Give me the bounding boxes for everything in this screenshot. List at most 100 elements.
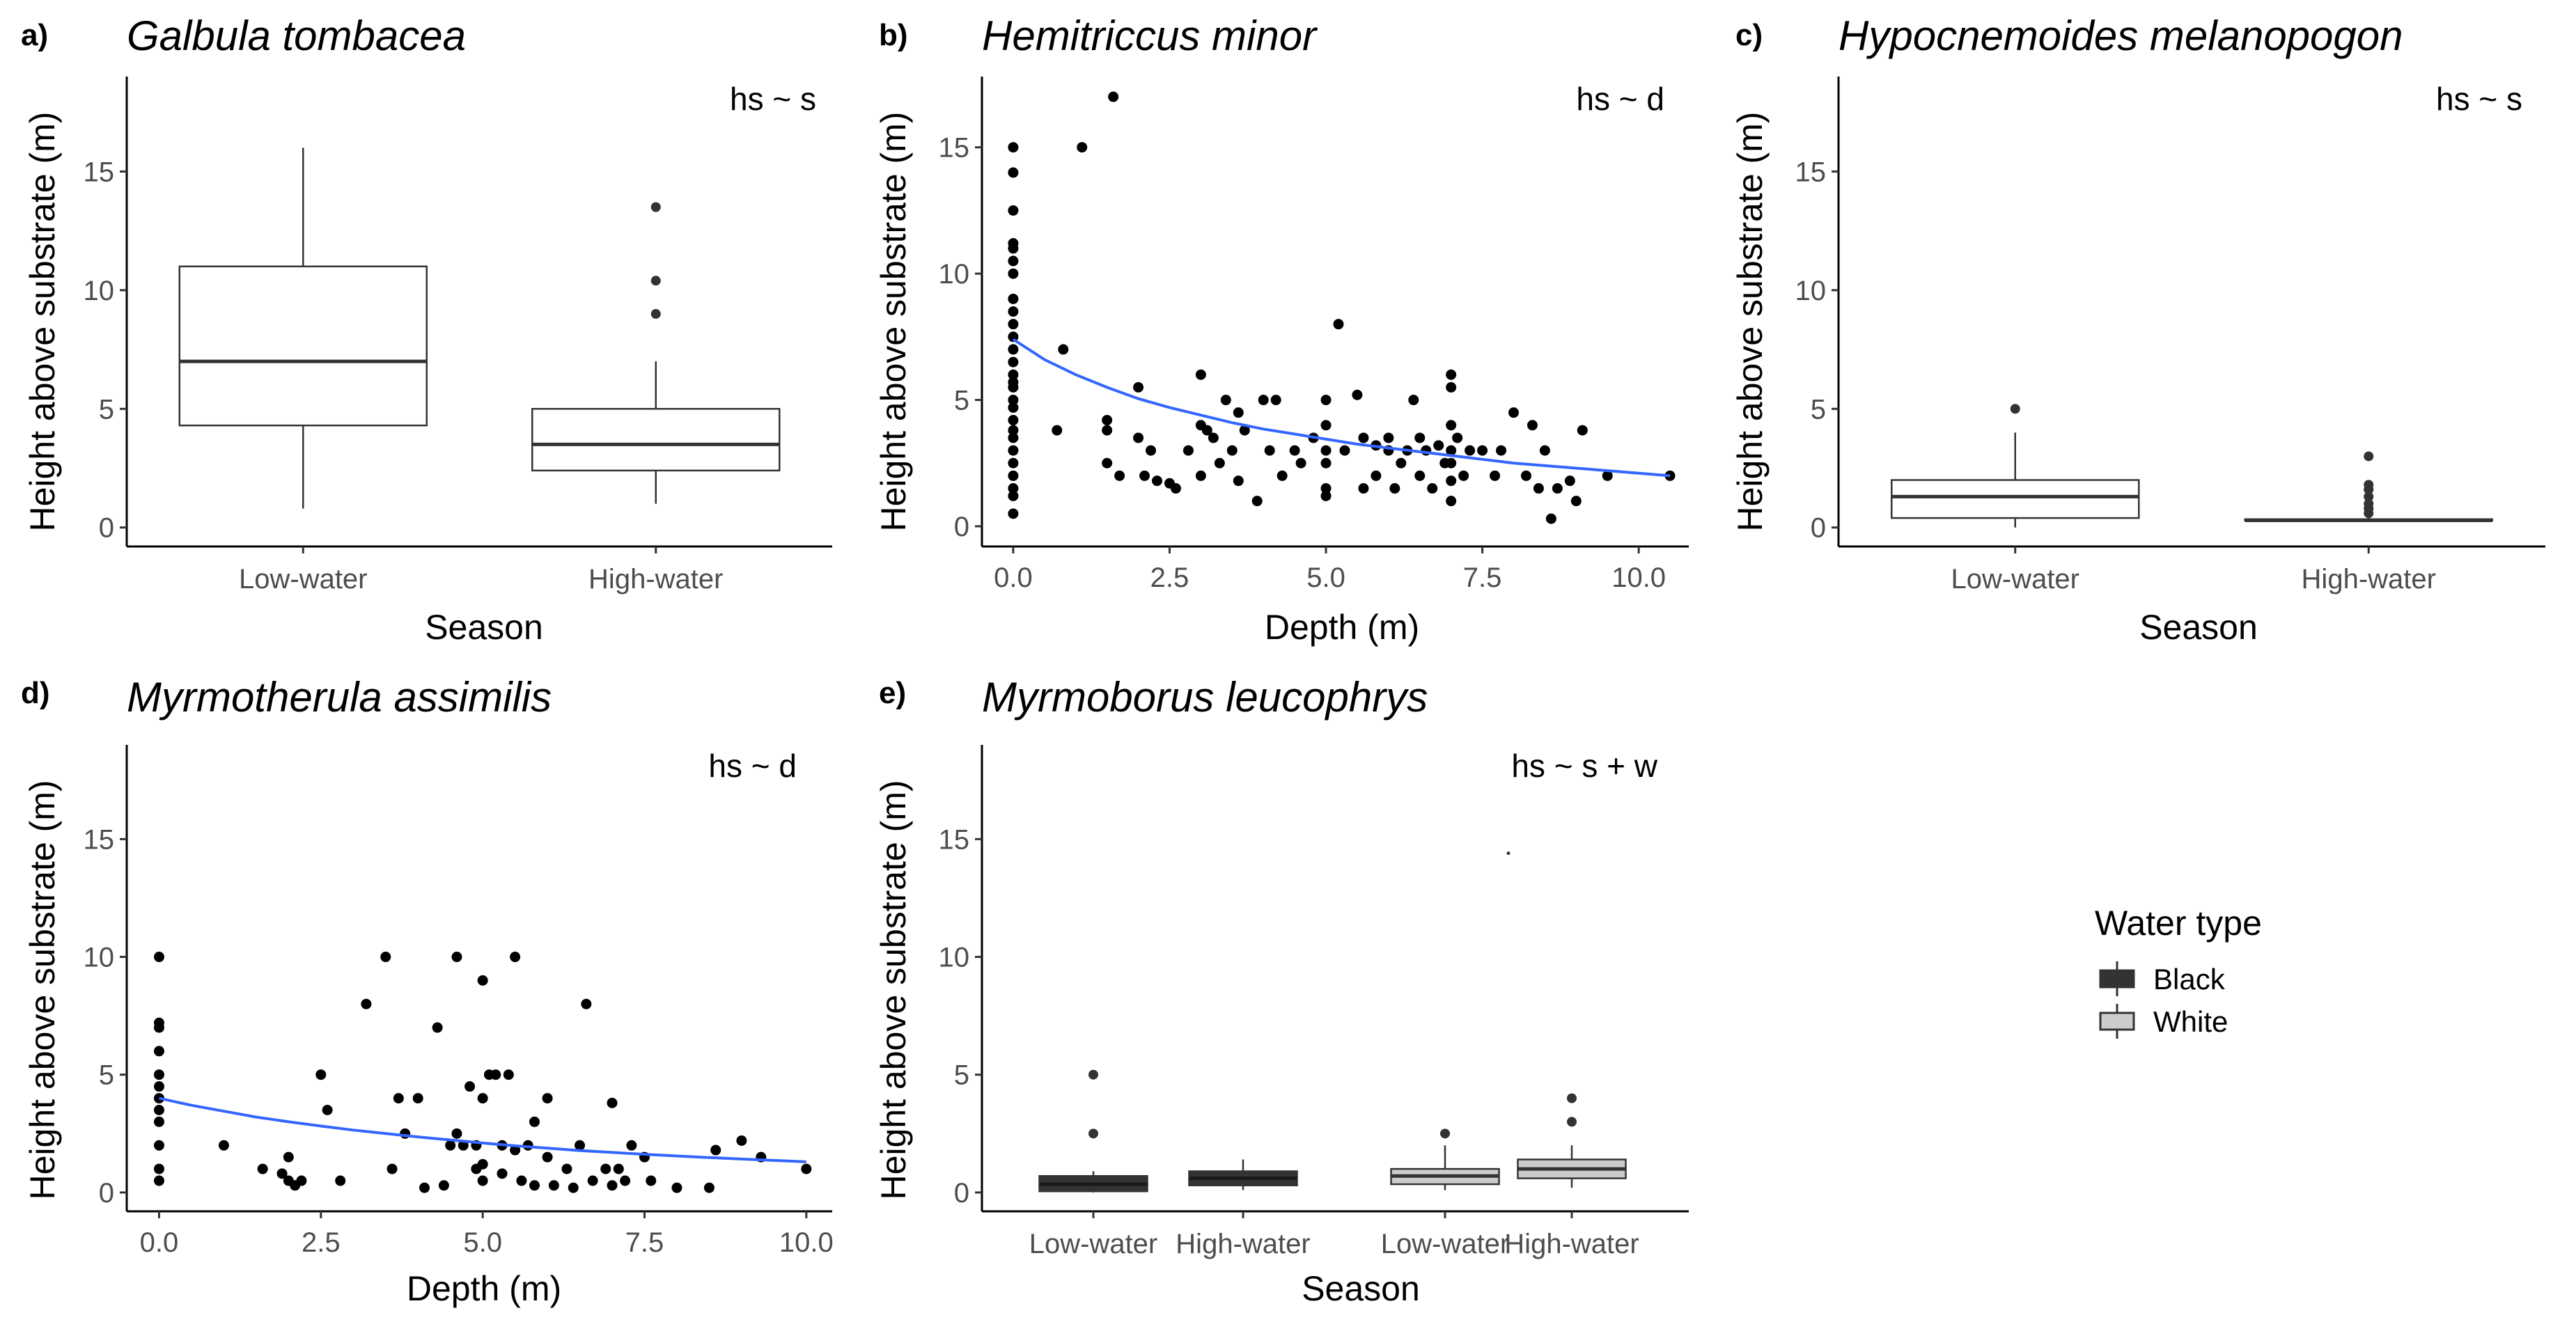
panel-b-point [1414, 470, 1426, 481]
panel-d-point [445, 1140, 456, 1151]
panel-d-point [451, 952, 462, 963]
panel-b-point [1570, 496, 1582, 507]
panel-b-point [1465, 445, 1476, 456]
box-outlier [2364, 451, 2374, 462]
panel-b-fit-line [1012, 338, 1671, 478]
panel-b-point [1008, 142, 1019, 153]
panel-d-point [490, 1069, 501, 1080]
panel-b-xtick-label: 2.5 [1150, 562, 1189, 593]
panel-b-point [1233, 475, 1244, 487]
panel-a-ytick-label: 15 [84, 157, 115, 187]
panel-e: e) Myrmoborus leucophrys hs ~ s + w Heig… [874, 674, 1689, 1308]
panel-d-xlabel: Depth (m) [407, 1269, 561, 1308]
panel-b-point [1358, 483, 1369, 494]
panel-d-point [477, 975, 488, 986]
panel-d-point [548, 1180, 559, 1191]
panel-b-point [1383, 432, 1394, 443]
panel-b-point [1446, 369, 1457, 380]
box-outlier [2364, 480, 2374, 490]
panel-e-ylabel: Height above substrate (m) [874, 780, 913, 1199]
panel-b-point [1520, 470, 1531, 481]
panel-c-title: Hypocnemoides melanopogon [1839, 13, 2403, 59]
panel-d-point [393, 1093, 404, 1104]
panel-b-point [1008, 425, 1019, 436]
panel-e-xtick-label: High-water [1176, 1229, 1310, 1259]
panel-b-point [1433, 440, 1444, 451]
box-outlier [1567, 1093, 1577, 1103]
panel-a-xtick-label: Low-water [239, 564, 368, 595]
panel-c-xlabel: Season [2139, 608, 2258, 647]
panel-a-ytick-label: 5 [99, 394, 114, 425]
panel-b-xtick-label: 7.5 [1463, 562, 1502, 593]
panel-e-xtick-label: High-water [1504, 1229, 1639, 1259]
panel-d-point [671, 1182, 682, 1193]
panel-d-point [568, 1182, 579, 1193]
panel-d-point [542, 1151, 553, 1163]
panel-b-xlabel: Depth (m) [1265, 608, 1419, 647]
panel-d: d) Myrmotherula assimilis hs ~ d Height … [21, 674, 834, 1308]
box-outlier [2364, 491, 2374, 502]
panel-b-ytick-label: 10 [939, 259, 970, 290]
panel-b-point [1545, 513, 1556, 524]
panel-d-point [503, 1069, 514, 1080]
box-body [178, 265, 428, 427]
panel-b-point [1146, 445, 1157, 456]
panel-b-point [1008, 293, 1019, 304]
legend-swatch-white [2099, 1012, 2135, 1031]
panel-d-point [438, 1180, 449, 1191]
panel-b-point [1008, 483, 1019, 494]
panel-a-xtick-label: High-water [588, 564, 723, 595]
panel-d-point [419, 1182, 430, 1193]
panel-d-point [613, 1163, 624, 1174]
panel-d-point [600, 1163, 611, 1174]
panel-c-formula: hs ~ s [2436, 81, 2522, 117]
legend-label-black: Black [2153, 963, 2226, 996]
panel-b-point [1264, 445, 1275, 456]
panel-b-point [1320, 420, 1332, 431]
panel-e-ytick-label: 5 [954, 1060, 969, 1091]
panel-d-point [497, 1168, 508, 1179]
panel-b-formula: hs ~ d [1576, 81, 1664, 117]
panel-a-ylabel: Height above substrate (m) [23, 111, 62, 531]
panel-d-point [257, 1163, 268, 1174]
panel-b-point [1458, 470, 1469, 481]
box-outlier [1567, 1117, 1577, 1127]
panel-e-stray-point [1506, 851, 1511, 856]
panel-d-point [581, 998, 592, 1009]
panel-b-point [1333, 319, 1344, 330]
panel-e-xtick-label: Low-water [1381, 1229, 1510, 1259]
box-outlier [650, 202, 661, 212]
panel-d-point [153, 952, 164, 963]
panel-e-box [1390, 1128, 1500, 1190]
panel-e-box [1517, 1093, 1627, 1188]
panel-d-point [510, 1144, 521, 1156]
panel-b-point [1008, 445, 1019, 456]
panel-e-ytick-label: 0 [954, 1178, 969, 1209]
panel-b-point [1533, 483, 1544, 494]
panel-c-ylabel: Height above substrate (m) [1731, 111, 1770, 531]
panel-b-point [1258, 395, 1269, 406]
panel-c-xtick-label: Low-water [1951, 564, 2079, 595]
panel-b-point [1008, 402, 1019, 413]
panel-d-point [322, 1104, 333, 1115]
panel-b-point [1427, 483, 1438, 494]
panel-b-point [1077, 142, 1088, 153]
panel-a-ytick-label: 0 [99, 513, 114, 544]
panel-b-point [1577, 425, 1588, 436]
panel-d-point [153, 1022, 164, 1033]
panel-b-plot: 0 5 10 15 0.0 2.5 5.0 7.5 10.0 [939, 77, 1689, 593]
panel-b-point [1477, 445, 1488, 456]
panel-b-point [1008, 319, 1019, 330]
panel-b-point [1114, 470, 1125, 481]
panel-a-xlabel: Season [425, 608, 543, 647]
legend-label-white: White [2153, 1005, 2228, 1038]
panel-b-point [1008, 490, 1019, 501]
panel-c-box [1891, 404, 2140, 528]
panel-b-title: Hemitriccus minor [982, 13, 1318, 59]
panel-d-point [529, 1116, 540, 1127]
panel-b-point [1008, 381, 1019, 393]
panel-b-point [1446, 381, 1457, 393]
panel-b-point [1496, 445, 1507, 456]
panel-b-point [1102, 415, 1113, 426]
panel-e-tag: e) [879, 676, 906, 710]
